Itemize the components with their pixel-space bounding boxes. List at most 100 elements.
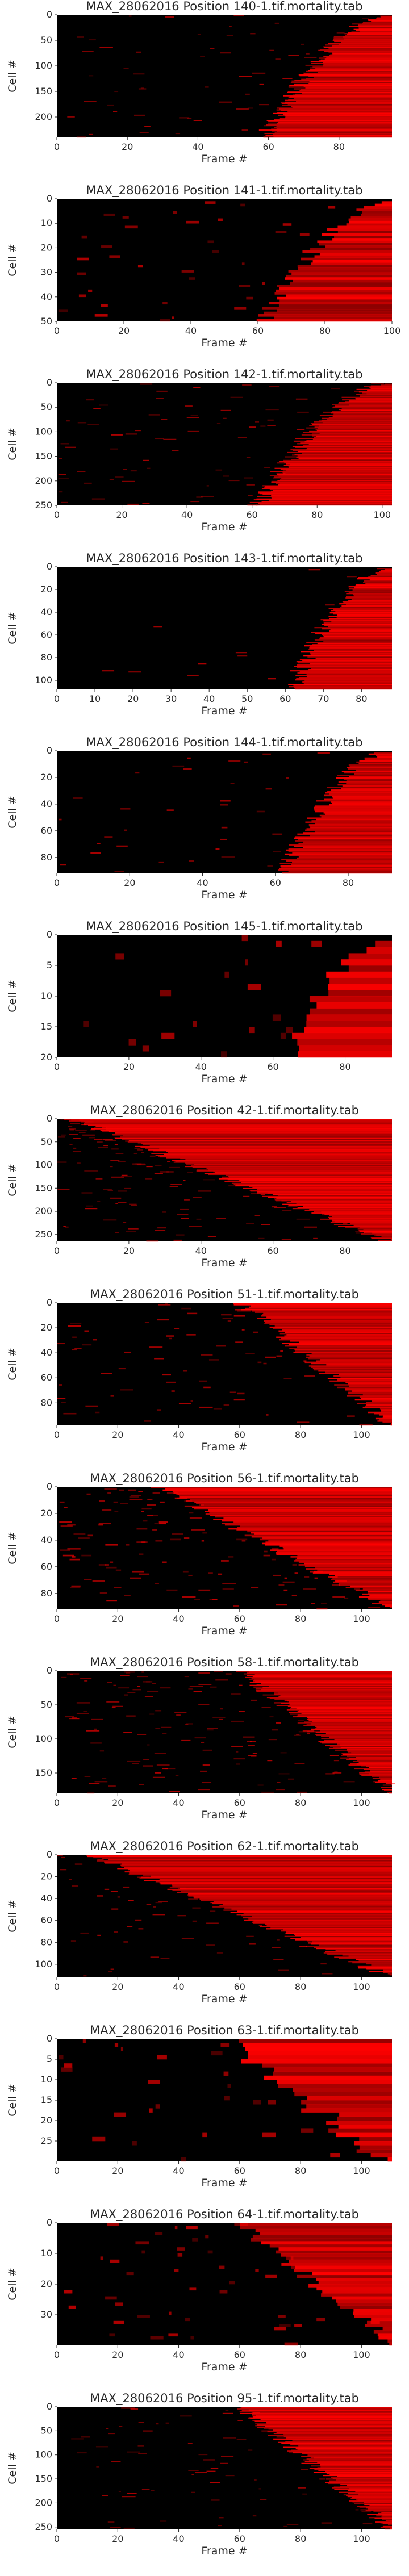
heatmap-cell bbox=[335, 1749, 392, 1751]
heatmap-cell bbox=[279, 108, 392, 110]
heatmap-cell bbox=[371, 383, 385, 384]
heatmap-cell bbox=[124, 1694, 129, 1696]
heatmap-cell bbox=[64, 2063, 73, 2068]
heatmap-cell bbox=[371, 1964, 392, 1966]
heatmap-cell bbox=[330, 629, 392, 631]
heatmap-cell bbox=[308, 824, 392, 826]
heatmap-cell bbox=[104, 836, 113, 838]
heatmap-cell bbox=[190, 2336, 194, 2340]
heatmap-cell bbox=[372, 1778, 392, 1779]
heatmap-cell bbox=[127, 1141, 392, 1143]
heatmap-cell bbox=[155, 1881, 392, 1883]
heatmap-cell bbox=[110, 1160, 120, 1161]
heatmap-cell bbox=[172, 1533, 183, 1535]
y-tick-label: 60 bbox=[41, 1561, 52, 1572]
heatmap-cell bbox=[229, 1391, 236, 1393]
chart-title: MAX_28062016 Position 144-1.tif.mortalit… bbox=[86, 735, 362, 750]
heatmap-cell bbox=[246, 457, 251, 458]
heatmap-cell bbox=[324, 51, 392, 52]
x-tick-label: 0 bbox=[54, 2533, 60, 2544]
heatmap-cell bbox=[316, 2278, 392, 2281]
heatmap-cell bbox=[377, 2333, 392, 2337]
heatmap-cell bbox=[311, 423, 392, 424]
heatmap-cell bbox=[59, 818, 62, 821]
heatmap-cell bbox=[349, 220, 392, 224]
heatmap-cell bbox=[366, 1967, 392, 1969]
x-tick-label: 60 bbox=[234, 1981, 245, 1992]
heatmap-cell bbox=[261, 501, 392, 503]
heatmap-cell bbox=[264, 1550, 268, 1553]
y-tick-label: 10 bbox=[41, 2248, 52, 2259]
heatmap-cell bbox=[239, 1711, 245, 1712]
heatmap-cell bbox=[266, 1928, 392, 1930]
heatmap-cell bbox=[295, 1558, 392, 1561]
heatmap-cell bbox=[314, 830, 392, 833]
heatmap-cell bbox=[192, 2238, 198, 2242]
heatmap-cell bbox=[349, 404, 392, 406]
heatmap-cell bbox=[315, 1726, 392, 1728]
heatmap-cell bbox=[181, 1938, 194, 1939]
heatmap-cell bbox=[71, 1585, 81, 1587]
heatmap-cell bbox=[293, 1716, 392, 1718]
heatmap-cell bbox=[236, 108, 249, 110]
heatmap-cell bbox=[294, 1734, 301, 1736]
heatmap-cell bbox=[314, 426, 392, 428]
heatmap-cell bbox=[106, 1127, 392, 1129]
heatmap-cell bbox=[170, 1184, 182, 1185]
heatmap-cell bbox=[344, 1597, 349, 1599]
heatmap-cell bbox=[157, 2055, 167, 2060]
heatmap-cell bbox=[306, 674, 392, 675]
chart-title: MAX_28062016 Position 56-1.tif.mortality… bbox=[90, 1471, 359, 1486]
heatmap-cell bbox=[188, 2470, 199, 2471]
heatmap-cell bbox=[223, 1404, 230, 1406]
heatmap-cell bbox=[84, 1170, 98, 1172]
heatmap-cell bbox=[284, 1699, 392, 1701]
heatmap-cell bbox=[325, 604, 335, 606]
heatmap-cell bbox=[314, 808, 392, 810]
heatmap-cell bbox=[142, 2430, 153, 2432]
heatmap-cell bbox=[223, 475, 229, 477]
heatmap-cell bbox=[333, 2486, 392, 2488]
heatmap-cell bbox=[301, 89, 392, 90]
heatmap-cell bbox=[284, 853, 392, 855]
heatmap-cell bbox=[306, 1021, 392, 1027]
heatmap-cell bbox=[258, 314, 392, 317]
heatmap-cell bbox=[364, 2504, 392, 2506]
heatmap-cell bbox=[307, 656, 392, 658]
heatmap-cell bbox=[213, 1171, 392, 1173]
heatmap-cell bbox=[169, 1337, 173, 1340]
heatmap-cell bbox=[173, 211, 177, 214]
heatmap-cell bbox=[112, 1705, 123, 1707]
heatmap-cell bbox=[129, 1496, 139, 1498]
heatmap-cell bbox=[310, 2456, 392, 2458]
heatmap-cell bbox=[321, 2293, 392, 2297]
heatmap-cell bbox=[60, 443, 69, 445]
heatmap-cell bbox=[287, 1700, 392, 1702]
heatmap-cell bbox=[60, 1525, 73, 1527]
x-tick-label: 0 bbox=[54, 1981, 60, 1992]
heatmap-cell bbox=[275, 1789, 285, 1791]
heatmap-cell bbox=[283, 2446, 392, 2448]
heatmap-cell bbox=[337, 231, 392, 233]
heatmap-cell bbox=[273, 2433, 392, 2435]
heatmap-cell bbox=[297, 1791, 307, 1793]
heatmap-cell bbox=[225, 1673, 232, 1675]
heatmap-cell bbox=[239, 285, 251, 287]
heatmap-cell bbox=[239, 76, 252, 77]
heatmap-cell bbox=[106, 1129, 393, 1131]
heatmap-cell bbox=[252, 2235, 392, 2239]
heatmap-cell bbox=[197, 34, 201, 35]
heatmap-cell bbox=[324, 625, 392, 626]
x-tick-label: 40 bbox=[195, 1245, 207, 1256]
heatmap-cell bbox=[287, 91, 392, 93]
x-tick-label: 40 bbox=[185, 325, 197, 336]
heatmap-cell bbox=[72, 1349, 77, 1351]
heatmap-cell bbox=[355, 2491, 392, 2492]
y-tick-label: 100 bbox=[35, 1733, 52, 1744]
heatmap-cell bbox=[59, 1384, 62, 1386]
heatmap-cell bbox=[216, 423, 221, 424]
y-tick-label: 0 bbox=[47, 2401, 52, 2412]
heatmap-cell bbox=[310, 1570, 323, 1573]
heatmap-cell bbox=[260, 1194, 265, 1195]
heatmap-cell bbox=[385, 2528, 392, 2530]
